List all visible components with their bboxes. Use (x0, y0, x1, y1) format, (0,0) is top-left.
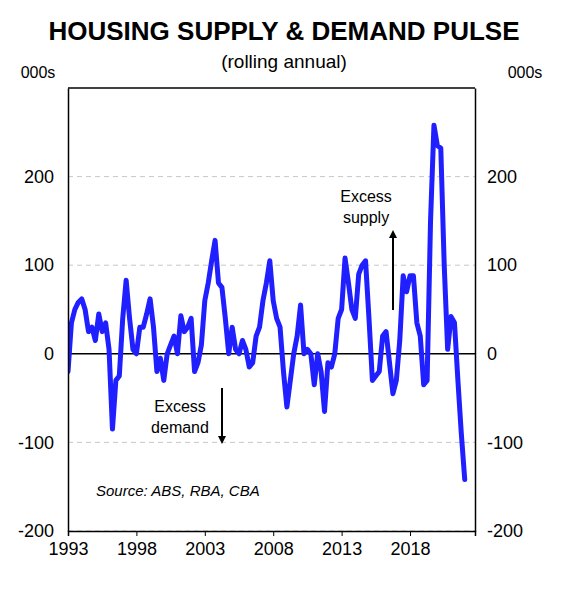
x-axis: 1993 1998 2003 2008 2013 2018 (48, 531, 475, 559)
tick: 100 (475, 255, 517, 275)
axis-line (68, 89, 70, 532)
y2-axis: -200 -100 0 100 200 (475, 89, 523, 542)
tick-mark (410, 531, 411, 536)
tick: 100 (24, 255, 68, 275)
series-line (68, 125, 465, 479)
annotation-line: demand (151, 419, 209, 436)
tick-label: 0 (44, 344, 54, 364)
tick: 1998 (117, 531, 157, 559)
tick: -100 (18, 433, 68, 453)
grid (68, 177, 475, 531)
annotation-line: supply (343, 209, 389, 226)
grid-line (68, 176, 475, 177)
y2-label: 000s (508, 64, 543, 81)
tick-label: 2003 (185, 539, 225, 559)
tick: 200 (24, 167, 68, 187)
tick: 0 (44, 344, 68, 364)
tick: -200 (18, 521, 68, 541)
chart: HOUSING SUPPLY & DEMAND PULSE (rolling an… (0, 0, 568, 589)
tick-mark (136, 531, 137, 536)
tick: 2018 (390, 531, 430, 559)
tick-label: 0 (487, 344, 497, 364)
tick: -100 (475, 433, 523, 453)
y-label: 000s (21, 64, 56, 81)
tick: -200 (475, 521, 523, 541)
tick-label: 2018 (390, 539, 430, 559)
grid-line (68, 442, 475, 443)
tick: 2003 (185, 531, 225, 559)
tick-mark (273, 531, 274, 536)
tick-label: 2013 (322, 539, 362, 559)
frame-top (68, 87, 475, 89)
tick-label: 200 (487, 167, 517, 187)
annotation-arrow (221, 388, 223, 440)
annotation-arrow (392, 234, 394, 310)
tick: 1993 (48, 531, 88, 559)
annotation: Excess supply (340, 188, 392, 226)
zero-line (68, 353, 475, 355)
tick: 2013 (322, 531, 362, 559)
tick-label: -100 (487, 433, 523, 453)
tick-mark (205, 531, 206, 536)
axis-line (69, 532, 476, 537)
annotation: Excess demand (151, 398, 209, 436)
axis-line (475, 89, 477, 532)
tick-label: 2008 (254, 539, 294, 559)
tick-label: 200 (24, 167, 54, 187)
y-axis: -200 -100 0 100 200 (18, 89, 69, 542)
annotation-line: Excess (154, 398, 206, 415)
annotation-line: Excess (340, 188, 392, 205)
tick: 200 (475, 167, 517, 187)
tick: 0 (475, 344, 497, 364)
tick-label: 100 (487, 255, 517, 275)
tick-label: -200 (487, 521, 523, 541)
tick-mark (342, 531, 343, 536)
tick-label: 1993 (48, 539, 88, 559)
tick-label: -100 (18, 433, 54, 453)
subtitle: (rolling annual) (221, 51, 347, 72)
plot-area (68, 125, 465, 479)
tick-label: 100 (24, 255, 54, 275)
source: Source: ABS, RBA, CBA (96, 482, 260, 499)
tick-label: 1998 (117, 539, 157, 559)
title: HOUSING SUPPLY & DEMAND PULSE (49, 16, 520, 46)
tick-mark (68, 531, 69, 536)
tick: 2008 (254, 531, 294, 559)
tick-label: -200 (18, 521, 54, 541)
